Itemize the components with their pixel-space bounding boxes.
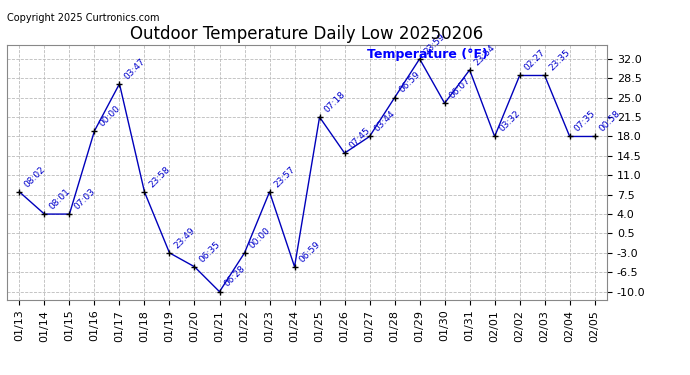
Text: 07:03: 07:03 (72, 187, 97, 211)
Text: 08:01: 08:01 (47, 187, 72, 211)
Text: 03:47: 03:47 (122, 57, 147, 81)
Text: 23:59: 23:59 (422, 32, 447, 56)
Text: 23:58: 23:58 (147, 165, 172, 189)
Text: 03:32: 03:32 (497, 109, 522, 134)
Text: 00:00: 00:00 (97, 104, 122, 128)
Text: 06:59: 06:59 (297, 239, 322, 264)
Text: 08:02: 08:02 (22, 165, 47, 189)
Text: 07:45: 07:45 (347, 126, 372, 150)
Text: 07:35: 07:35 (573, 109, 597, 134)
Text: Copyright 2025 Curtronics.com: Copyright 2025 Curtronics.com (7, 13, 159, 23)
Text: 06:59: 06:59 (397, 70, 422, 95)
Text: 03:44: 03:44 (373, 109, 397, 134)
Text: 23:54: 23:54 (473, 43, 497, 67)
Text: 00:00: 00:00 (247, 225, 272, 250)
Text: 00:58: 00:58 (598, 109, 622, 134)
Text: 23:49: 23:49 (172, 226, 197, 250)
Text: 07:18: 07:18 (322, 90, 347, 114)
Title: Outdoor Temperature Daily Low 20250206: Outdoor Temperature Daily Low 20250206 (130, 26, 484, 44)
Text: 23:57: 23:57 (273, 165, 297, 189)
Text: Temperature (°F): Temperature (°F) (367, 48, 488, 60)
Text: 02:27: 02:27 (522, 48, 547, 73)
Text: 06:28: 06:28 (222, 264, 247, 289)
Text: 06:07: 06:07 (447, 76, 472, 100)
Text: 06:35: 06:35 (197, 239, 222, 264)
Text: 23:35: 23:35 (547, 48, 572, 73)
